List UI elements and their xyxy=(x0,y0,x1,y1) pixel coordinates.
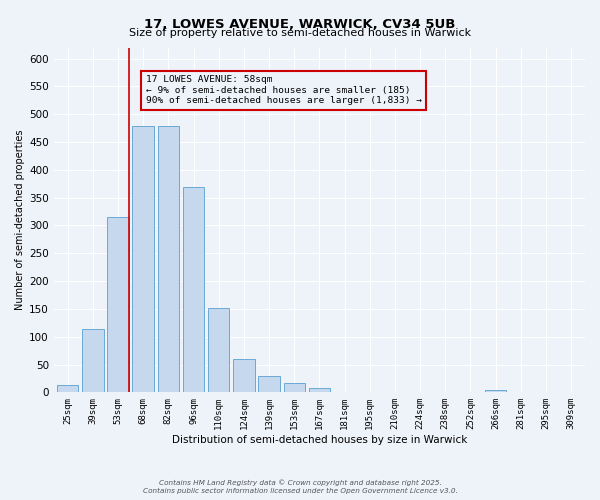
X-axis label: Distribution of semi-detached houses by size in Warwick: Distribution of semi-detached houses by … xyxy=(172,435,467,445)
Bar xyxy=(183,186,204,392)
Text: Size of property relative to semi-detached houses in Warwick: Size of property relative to semi-detach… xyxy=(129,28,471,38)
Bar xyxy=(208,308,229,392)
Bar xyxy=(158,126,179,392)
Text: 17, LOWES AVENUE, WARWICK, CV34 5UB: 17, LOWES AVENUE, WARWICK, CV34 5UB xyxy=(145,18,455,30)
Bar xyxy=(107,217,128,392)
Bar xyxy=(133,126,154,392)
Text: 17 LOWES AVENUE: 58sqm
← 9% of semi-detached houses are smaller (185)
90% of sem: 17 LOWES AVENUE: 58sqm ← 9% of semi-deta… xyxy=(146,76,422,105)
Bar xyxy=(233,359,254,392)
Y-axis label: Number of semi-detached properties: Number of semi-detached properties xyxy=(15,130,25,310)
Bar xyxy=(284,384,305,392)
Text: Contains HM Land Registry data © Crown copyright and database right 2025.
Contai: Contains HM Land Registry data © Crown c… xyxy=(143,479,457,494)
Bar xyxy=(57,385,79,392)
Bar xyxy=(485,390,506,392)
Bar xyxy=(82,330,104,392)
Bar xyxy=(259,376,280,392)
Bar xyxy=(308,388,330,392)
